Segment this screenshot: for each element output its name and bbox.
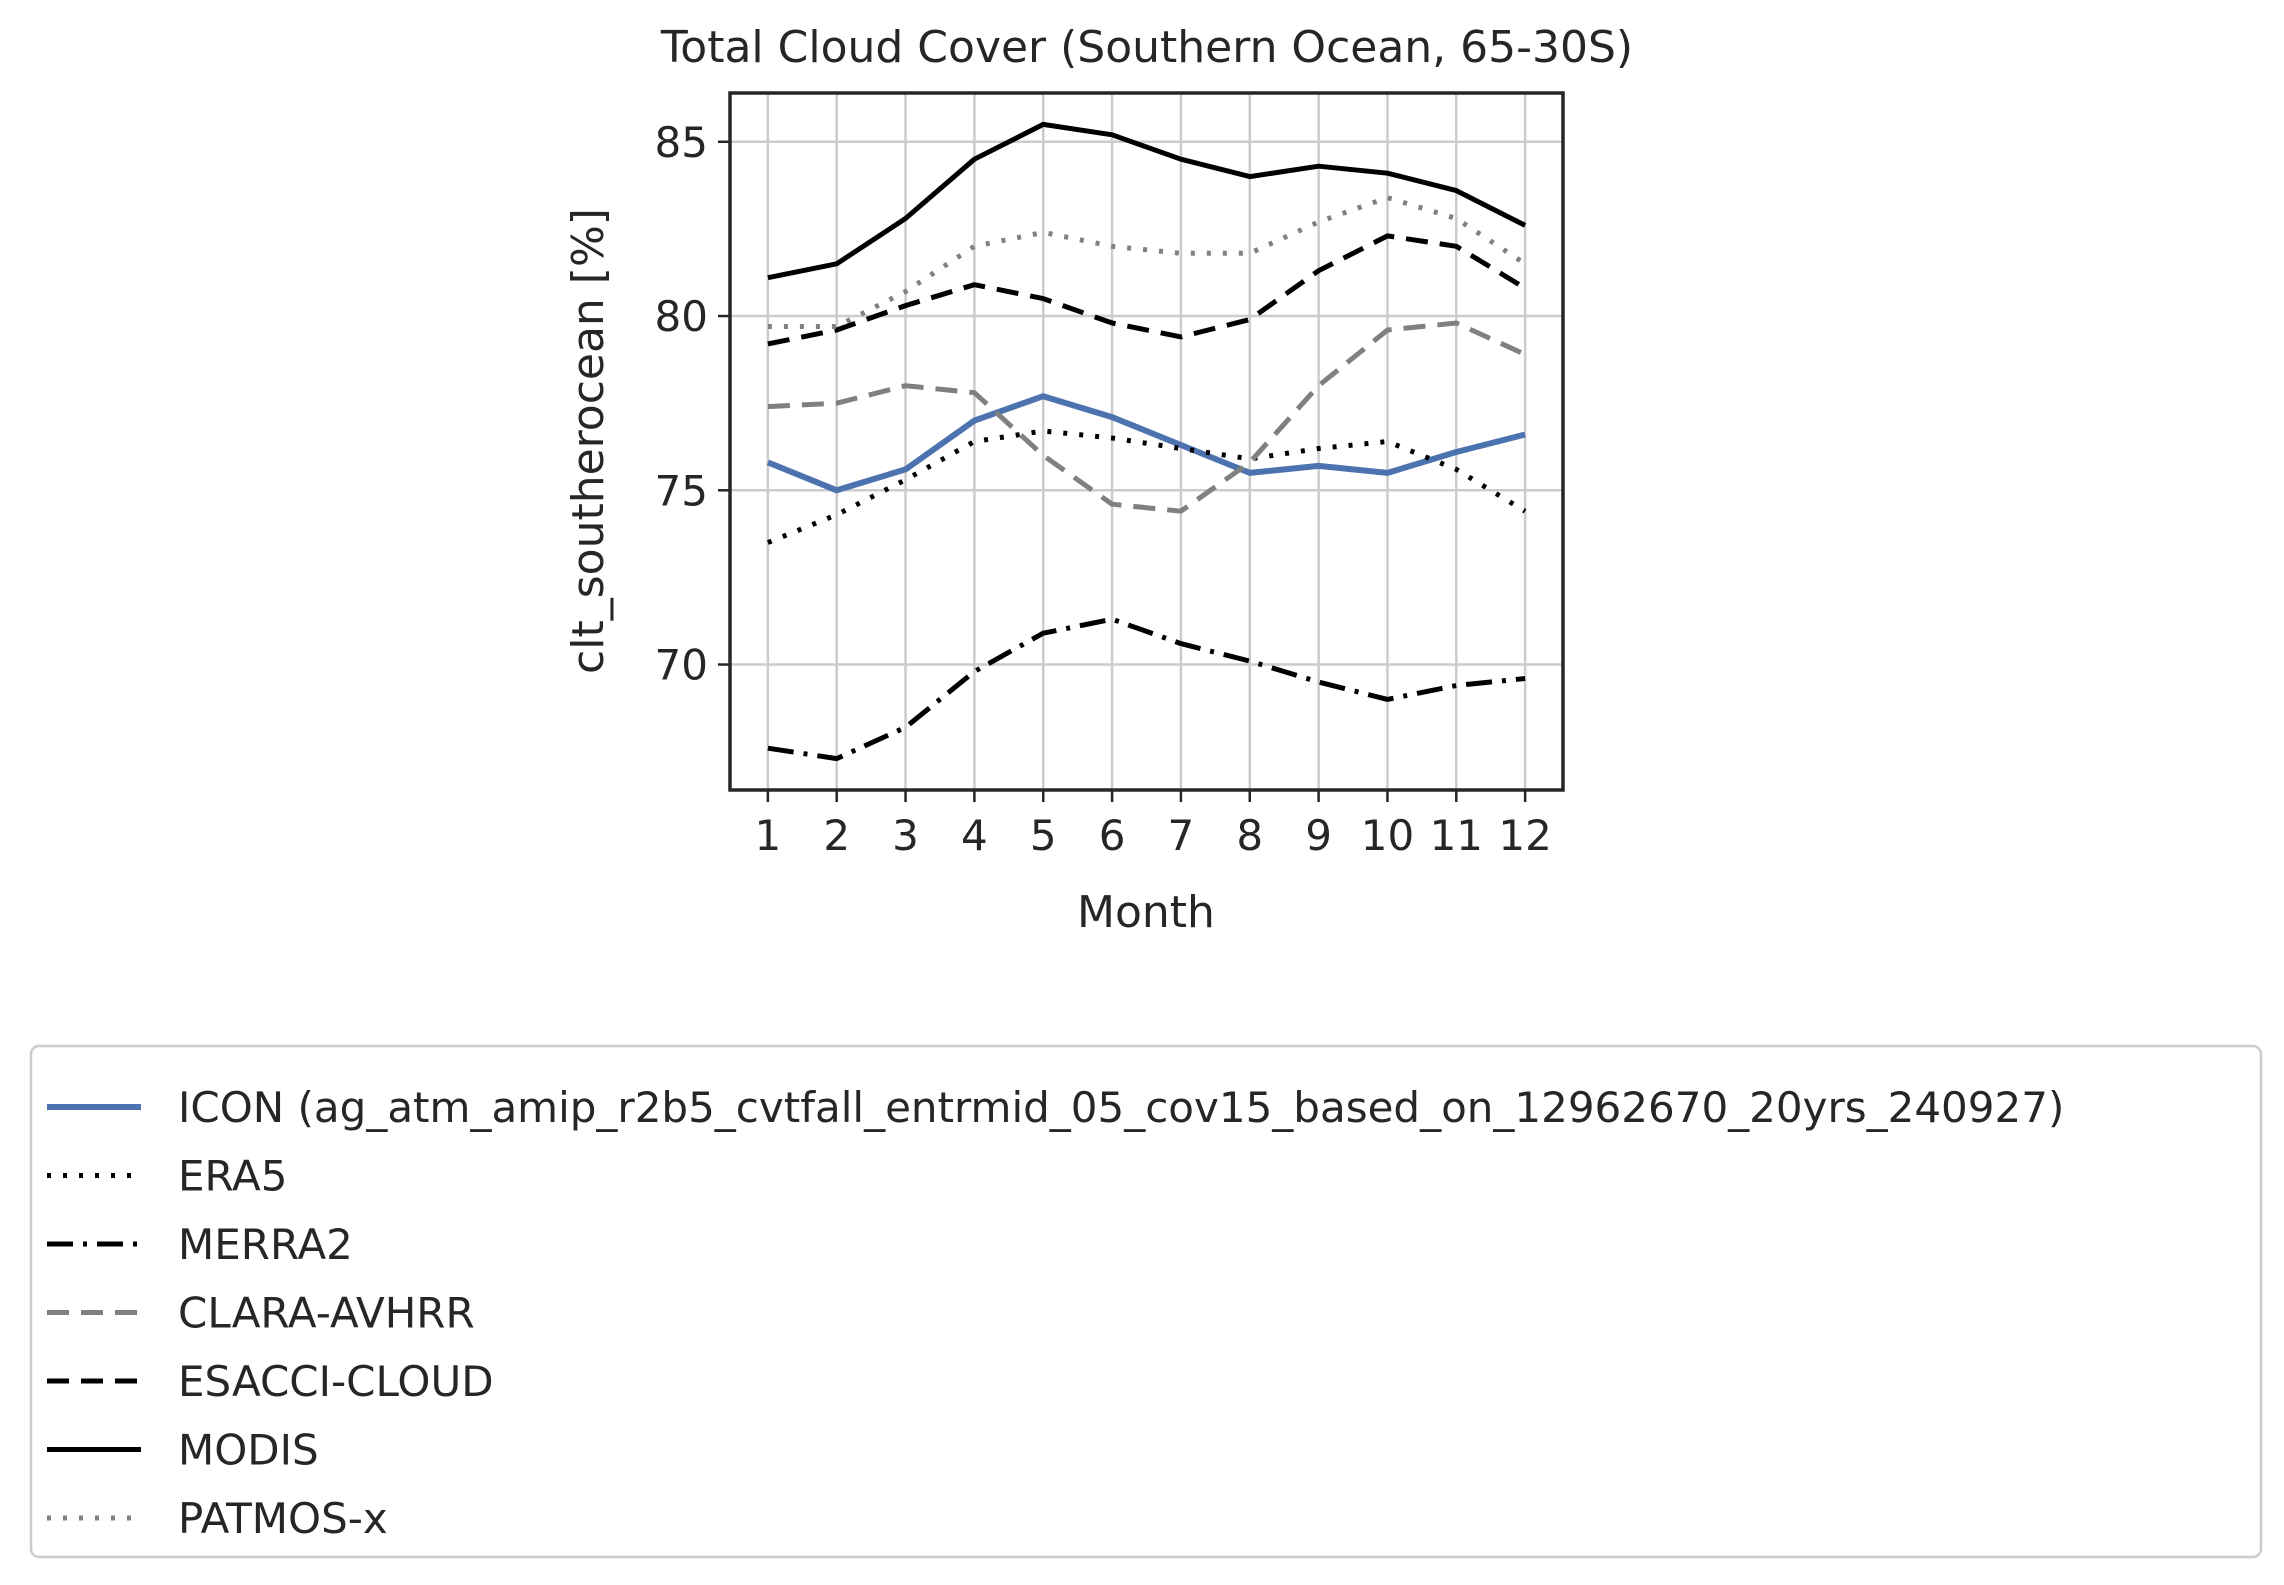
- series-line: [766, 393, 1526, 494]
- chart-title: Total Cloud Cover (Southern Ocean, 65-30…: [660, 22, 1633, 73]
- legend-label: CLARA-AVHRR: [178, 1289, 475, 1338]
- x-axis-label: Month: [1077, 887, 1215, 938]
- x-tick-label: 5: [1030, 811, 1057, 860]
- x-tick-label: 10: [1361, 811, 1414, 860]
- x-tick-label: 2: [823, 811, 850, 860]
- x-tick-label: 6: [1099, 811, 1126, 860]
- series-line: [767, 233, 1527, 347]
- x-tick-label: 11: [1430, 811, 1483, 860]
- legend-label: ESACCI-CLOUD: [178, 1357, 494, 1406]
- series-line: [766, 428, 1527, 545]
- legend-frame: [29, 1044, 2263, 1559]
- series-line: [767, 121, 1527, 281]
- x-tick-label: 12: [1498, 811, 1551, 860]
- x-tick-label: 8: [1236, 811, 1263, 860]
- series-line: [767, 195, 1527, 329]
- x-tick-label: 4: [961, 811, 988, 860]
- legend-label: MODIS: [178, 1426, 319, 1475]
- grid: [730, 93, 1563, 790]
- legend: ICON (ag_atm_amip_r2b5_cvtfall_entrmid_0…: [29, 1044, 2263, 1559]
- legend-label: ERA5: [178, 1152, 287, 1201]
- x-tick-label: 9: [1305, 811, 1332, 860]
- x-tick-label: 7: [1168, 811, 1195, 860]
- x-tick-label: 1: [754, 811, 781, 860]
- series-group: [766, 121, 1527, 762]
- y-tick-label: 70: [655, 641, 708, 690]
- y-tick-label: 85: [655, 118, 708, 167]
- series-line: [767, 616, 1526, 762]
- plot-frame: [728, 91, 1565, 792]
- y-tick-label: 75: [655, 466, 708, 515]
- y-axis-label: clt_southerocean [%]: [563, 208, 614, 674]
- y-tick-label: 80: [655, 292, 708, 341]
- x-tick-label: 3: [892, 811, 919, 860]
- legend-label: MERRA2: [178, 1220, 353, 1269]
- legend-label: PATMOS-x: [178, 1494, 388, 1543]
- series-line: [767, 320, 1527, 514]
- legend-label: ICON (ag_atm_amip_r2b5_cvtfall_entrmid_0…: [178, 1083, 2064, 1132]
